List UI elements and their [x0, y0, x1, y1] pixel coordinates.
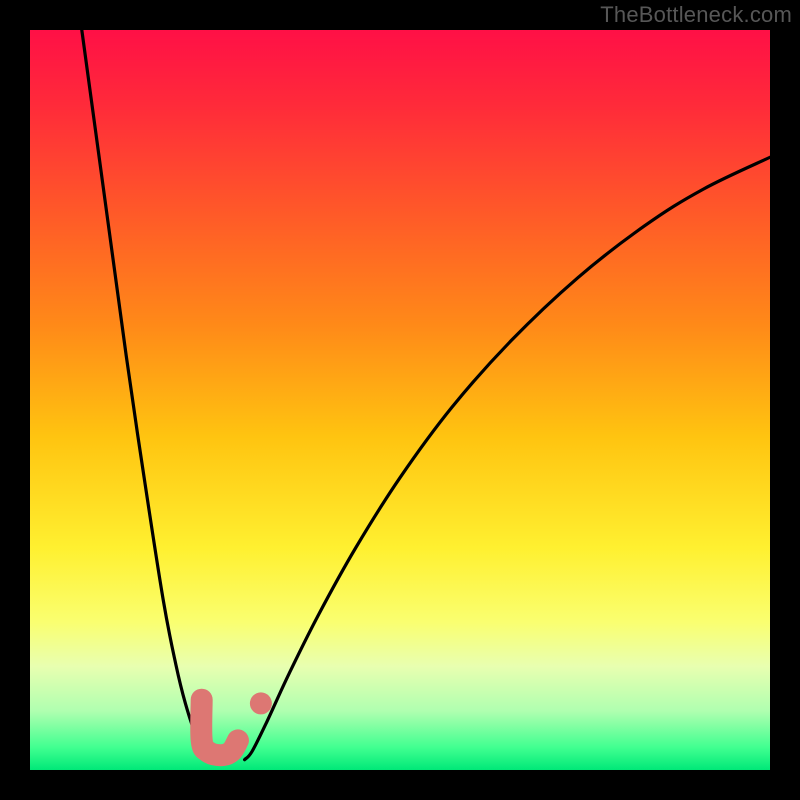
watermark-text: TheBottleneck.com	[600, 2, 792, 28]
chart-svg	[30, 30, 770, 770]
plot-area	[30, 30, 770, 770]
chart-frame: TheBottleneck.com	[0, 0, 800, 800]
gradient-background	[30, 30, 770, 770]
highlight-marker-dot	[250, 692, 272, 714]
